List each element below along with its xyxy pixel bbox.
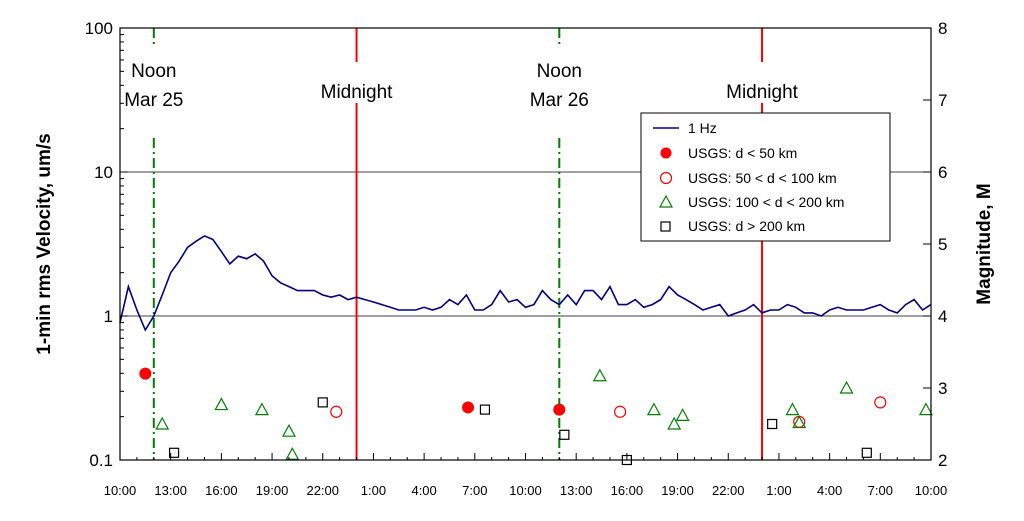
annotation-label: Noon [131,61,176,82]
x-tick-label: 4:00 [817,483,842,498]
y-left-tick-label: 10 [94,163,113,182]
x-tick-label: 10:00 [509,483,542,498]
legend-label-d100-200: USGS: 100 < d < 200 km [688,194,844,210]
y-left-tick-label: 100 [85,19,113,38]
event-marker [667,416,682,430]
x-tick-label: 16:00 [205,483,238,498]
x-tick-label: 22:00 [306,483,339,498]
x-tick-label: 1:00 [766,483,791,498]
event-lines [152,28,764,460]
y-right-axis-title: Magnitude, M [974,183,995,304]
legend-label-d50: USGS: d < 50 km [688,145,797,161]
event-marker [614,405,627,418]
y-right-tick-label: 3 [938,379,947,398]
y-left-axis-title: 1-min rms Velocity, um/s [34,133,55,354]
series-line-1hz [119,234,932,332]
event-marker [918,402,933,416]
event-marker [330,405,343,418]
y-right-tick-label: 6 [938,163,947,182]
x-tick-label: 13:00 [560,483,593,498]
event-marker [861,447,872,458]
y-left-tick-label: 0.1 [89,451,113,470]
legend-label-1hz: 1 Hz [688,120,717,136]
marker-layer [139,367,933,466]
y-right-tick-label: 5 [938,235,947,254]
tick-layer: 0.1 1 10 100 2 3 4 5 6 7 8 10:00 13:00 16:00 19:00 22:0… [85,19,948,498]
y-right-tick-label: 8 [938,19,947,38]
x-tick-label: 7:00 [868,483,893,498]
legend-label-d200: USGS: d > 200 km [688,218,805,234]
event-marker [785,402,800,416]
annotation-label: Mar 26 [530,90,589,111]
legend-box [640,112,891,242]
event-marker [793,415,806,428]
plot-frame [119,27,932,461]
x-tick-label: 1:00 [361,483,386,498]
event-marker [479,404,491,415]
y-left-tick-label: 1 [104,307,113,326]
event-marker [281,423,296,437]
event-marker [214,397,229,411]
annotation-label: Midnight [321,82,394,103]
annotation-label: Midnight [726,82,799,103]
event-marker [675,408,690,421]
legend-label-d50-100: USGS: 50 < d < 100 km [688,170,837,186]
event-marker [139,367,152,380]
x-tick-label: 19:00 [256,483,289,498]
annotation-layer: Noon Mar 25 Midnight Noon Mar 26 Midnight [124,61,798,111]
event-marker [592,368,607,382]
x-tick-label: 13:00 [154,483,187,498]
x-tick-label: 10:00 [915,483,948,498]
event-marker [285,446,300,460]
event-marker [559,429,570,440]
event-marker [767,418,778,430]
x-tick-label: 22:00 [712,483,745,498]
legend-swatch-open-circle [659,171,673,185]
legend-swatch-square [660,221,671,232]
event-marker [839,380,854,394]
y-right-tick-label: 4 [938,307,947,326]
series-layer [119,234,932,332]
x-tick-label: 10:00 [104,483,137,498]
legend-swatch-filled-circle [660,147,672,159]
event-marker [553,403,566,416]
annotation-label: Mar 25 [124,90,183,111]
legend: 1 Hz USGS: d < 50 km USGS: 50 < d < 100 … [640,112,891,242]
y-right-tick-label: 2 [938,451,947,470]
x-tick-label: 16:00 [611,483,644,498]
x-tick-label: 7:00 [462,483,487,498]
event-marker [168,447,180,458]
y-right-tick-label: 7 [938,91,947,110]
event-marker [646,402,661,416]
event-marker [792,415,807,429]
x-tick-label: 19:00 [661,483,694,498]
annotation-label: Noon [537,61,582,82]
event-marker [155,416,170,430]
event-marker [462,401,475,414]
legend-swatch-triangle [658,194,674,208]
x-tick-label: 4:00 [411,483,436,498]
event-marker [317,397,328,408]
event-marker [254,402,269,416]
event-marker [874,396,887,409]
